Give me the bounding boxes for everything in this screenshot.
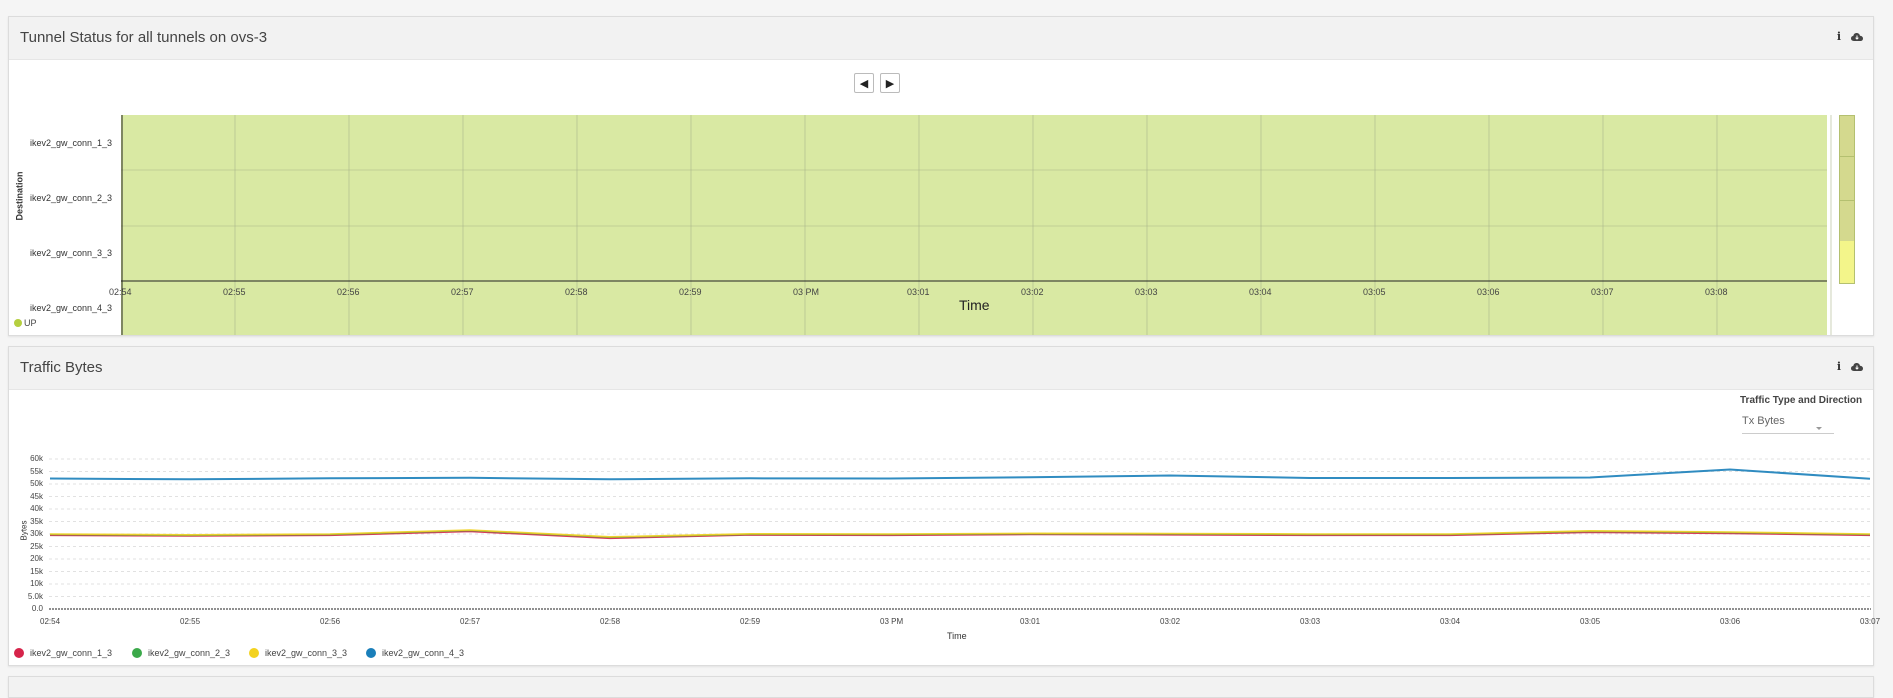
x-tick-label: 02:56	[320, 617, 341, 626]
x-tick-label: 02:57	[460, 617, 481, 626]
legend-label: ikev2_gw_conn_3_3	[265, 648, 348, 658]
x-tick-label: 03:01	[1020, 617, 1041, 626]
legend-dot	[249, 648, 259, 658]
x-tick-label: 02:55	[180, 617, 201, 626]
timeline-x-tick: 02:57	[451, 287, 474, 297]
legend-label: ikev2_gw_conn_1_3	[30, 648, 113, 658]
tunnel-x-axis-title: Time	[959, 297, 990, 313]
y-tick-label: 30k	[30, 529, 43, 538]
series-line-ikev2_gw_conn_3_3[interactable]	[49, 529, 1871, 538]
legend-label: ikev2_gw_conn_2_3	[148, 648, 231, 658]
tunnel-status-timeline	[121, 115, 1832, 335]
y-tick-label: 55k	[30, 466, 43, 476]
timeline-x-tick: 03:05	[1363, 287, 1386, 297]
timeline-x-tick: 03:07	[1591, 287, 1614, 297]
x-tick-label: 03:06	[1720, 617, 1741, 626]
tunnel-y-axis-title: Destination	[14, 171, 25, 221]
x-tick-label: 03:04	[1440, 617, 1461, 626]
info-icon[interactable]: i	[1836, 30, 1841, 43]
tunnel-row-label: ikev2_gw_conn_2_3	[30, 193, 113, 203]
traffic-type-select[interactable]: Tx Bytes	[1742, 413, 1834, 434]
tunnel-row-label: ikev2_gw_conn_3_3	[30, 248, 113, 258]
legend-item-conn-2[interactable]: ikev2_gw_conn_2_3	[132, 648, 230, 658]
chart-gridlines	[49, 458, 1871, 610]
timeline-x-tick: 03:02	[1021, 287, 1044, 297]
x-tick-label: 03:05	[1580, 617, 1601, 626]
x-tick-label: 02:54	[40, 617, 61, 626]
next-panel	[8, 676, 1874, 698]
timeline-x-tick: 03:06	[1477, 287, 1500, 297]
x-tick-label: 03 PM	[880, 617, 904, 626]
y-tick-label: 40k	[30, 504, 43, 513]
timeline-x-tick: 03:03	[1135, 287, 1158, 297]
y-tick-label: 15k	[30, 566, 43, 576]
timeline-x-tick: 02:56	[337, 287, 360, 297]
info-icon[interactable]: i	[1836, 360, 1841, 373]
legend-dot	[366, 648, 376, 658]
timeline-x-tick: 03:08	[1705, 287, 1728, 297]
legend-dot	[14, 319, 22, 327]
series-line-ikev2_gw_conn_4_3[interactable]	[49, 468, 1871, 481]
legend-dot	[14, 648, 24, 658]
next-page-button[interactable]: ▶	[880, 73, 900, 93]
y-tick-label: 60k	[30, 454, 43, 463]
timeline-navigator[interactable]	[1839, 115, 1855, 284]
legend-item-conn-1[interactable]: ikev2_gw_conn_1_3	[14, 648, 112, 658]
navigator-window[interactable]	[1840, 241, 1854, 283]
y-tick-label: 45k	[30, 491, 43, 501]
status-up-bar	[121, 115, 1827, 335]
y-tick-label: 10k	[30, 579, 43, 588]
legend-label: UP	[24, 318, 37, 328]
x-tick-label: 03:03	[1300, 617, 1321, 626]
traffic-bytes-header: Traffic Bytes i	[9, 347, 1873, 390]
y-tick-label: 25k	[30, 541, 43, 551]
y-tick-label: 5.0k	[27, 591, 43, 601]
bytes-x-axis-title: Time	[947, 631, 967, 641]
tunnel-status-title: Tunnel Status for all tunnels on ovs-3	[20, 29, 268, 46]
y-tick-label: 20k	[30, 554, 43, 563]
chevron-down-icon	[1816, 427, 1822, 430]
timeline-x-tick: 03 PM	[793, 287, 820, 297]
legend-dot	[132, 648, 142, 658]
y-tick-label: 50k	[30, 479, 43, 488]
cloud-download-icon[interactable]	[1851, 32, 1863, 42]
tunnel-status-header: Tunnel Status for all tunnels on ovs-3 i	[9, 17, 1873, 60]
tunnel-row-label: ikev2_gw_conn_4_3	[30, 303, 113, 313]
legend-label: ikev2_gw_conn_4_3	[382, 648, 465, 658]
traffic-type-value: Tx Bytes	[1742, 415, 1785, 427]
traffic-bytes-chart	[49, 458, 1871, 610]
tunnel-status-panel: Tunnel Status for all tunnels on ovs-3 i…	[8, 16, 1874, 336]
timeline-x-tick: 02:59	[679, 287, 702, 297]
traffic-type-label: Traffic Type and Direction	[1740, 395, 1863, 406]
timeline-grid	[121, 115, 1832, 335]
x-tick-label: 02:59	[740, 617, 761, 626]
timeline-x-tick: 02:58	[565, 287, 588, 297]
legend-item-conn-4[interactable]: ikev2_gw_conn_4_3	[366, 648, 464, 658]
y-tick-label: 35k	[30, 516, 43, 526]
x-tick-label: 02:58	[600, 617, 621, 626]
legend-item-conn-3[interactable]: ikev2_gw_conn_3_3	[249, 648, 347, 658]
timeline-x-tick: 03:01	[907, 287, 930, 297]
cloud-download-icon[interactable]	[1851, 362, 1863, 372]
tunnel-row-label: ikev2_gw_conn_1_3	[30, 138, 113, 148]
traffic-bytes-panel: Traffic Bytes i Traffic Type and Directi…	[8, 346, 1880, 666]
timeline-x-tick: 02:55	[223, 287, 246, 297]
x-tick-label: 03:02	[1160, 617, 1181, 626]
chart-series	[49, 468, 1871, 540]
y-tick-label: 0.0	[31, 604, 43, 613]
timeline-x-tick: 02:54	[109, 287, 132, 297]
timeline-x-tick: 03:04	[1249, 287, 1272, 297]
traffic-bytes-title: Traffic Bytes	[20, 359, 103, 376]
x-tick-label: 03:07	[1860, 617, 1881, 626]
legend-item-up[interactable]: UP	[14, 318, 37, 328]
prev-page-button[interactable]: ◀	[854, 73, 874, 93]
